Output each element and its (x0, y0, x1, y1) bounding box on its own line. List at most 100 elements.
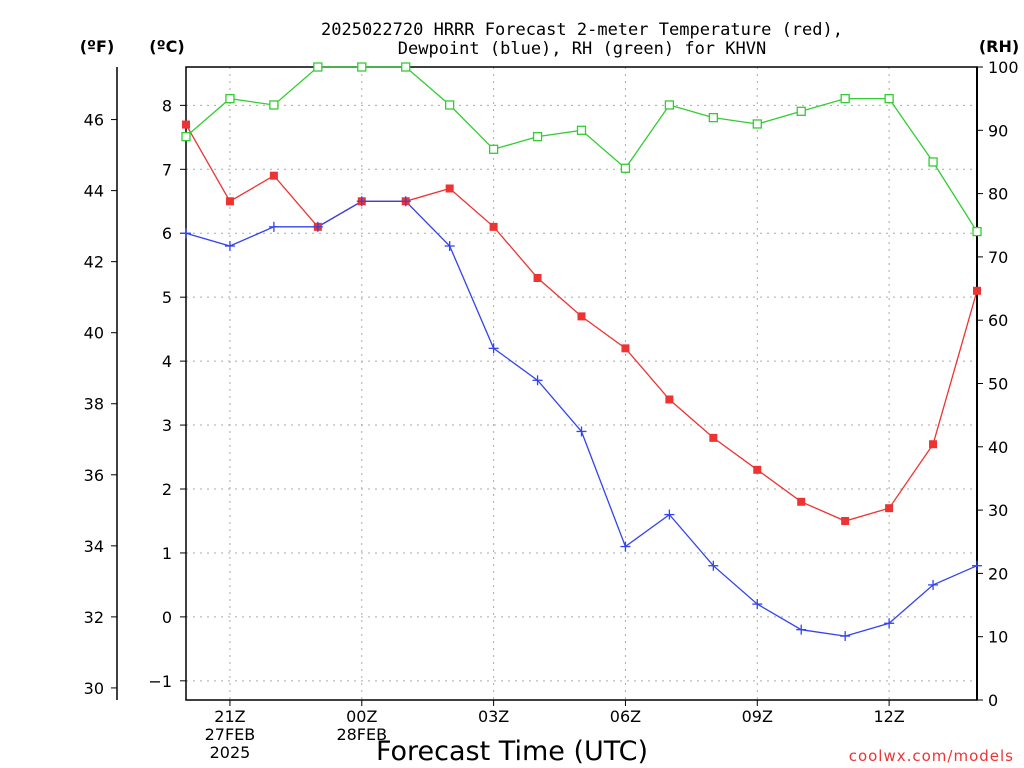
chart-title-line2: Dewpoint (blue), RH (green) for KHVN (398, 39, 766, 59)
rh-tick-label: 20 (988, 564, 1008, 583)
rh-marker (445, 100, 455, 110)
temperature-marker (489, 222, 498, 231)
fahrenheit-tick-label: 30 (84, 679, 104, 698)
temperature-line (185, 124, 978, 522)
celsius-unit-label: (ºC) (149, 37, 184, 56)
rh-marker (181, 131, 191, 142)
credit-link[interactable]: coolwx.com/models (849, 747, 1014, 765)
fahrenheit-tick-label: 44 (84, 182, 104, 201)
dewpoint-marker (400, 196, 411, 207)
temperature-marker (753, 465, 762, 474)
dewpoint-marker (532, 375, 543, 386)
rh-marker (972, 226, 982, 237)
rh-marker (620, 163, 631, 173)
dewpoint-marker (576, 426, 587, 437)
rh-tick-label: 30 (988, 501, 1008, 520)
temperature-marker (533, 274, 542, 282)
temperature-marker (269, 171, 278, 180)
dewpoint-marker (356, 196, 367, 207)
rh-tick-label: 10 (988, 628, 1008, 647)
fahrenheit-tick-label: 36 (84, 466, 104, 485)
time-tick-label: 09Z (742, 707, 773, 726)
rh-tick-labels: 0 10 20 30 40 50 60 70 80 90 100 (988, 58, 1019, 710)
fahrenheit-tick-label: 34 (84, 537, 104, 556)
rh-tick-label: 100 (988, 58, 1019, 77)
fahrenheit-tick-label: 38 (84, 395, 104, 414)
celsius-tick-label: 1 (162, 544, 172, 563)
axis-ticks (111, 66, 983, 706)
chart-title-line1: 2025022720 HRRR Forecast 2-meter Tempera… (321, 20, 843, 40)
fahrenheit-tick-labels: 30 32 34 36 38 40 42 44 46 (84, 111, 104, 698)
dewpoint-marker (796, 624, 807, 635)
temperature-marker (665, 395, 674, 404)
temperature-marker (621, 344, 630, 353)
rh-marker (488, 144, 499, 154)
temperature-marker (445, 184, 454, 193)
dewpoint-marker (224, 241, 235, 252)
dewpoint-marker (664, 509, 675, 520)
celsius-tick-label: 7 (162, 160, 172, 179)
dewpoint-marker (972, 560, 982, 571)
rh-tick-label: 60 (988, 311, 1008, 330)
rh-tick-label: 0 (988, 691, 998, 710)
dewpoint-marker (312, 221, 323, 232)
temperature-marker (225, 197, 234, 206)
rh-marker (269, 100, 279, 110)
time-tick-label: 03Z (478, 707, 509, 726)
temperature-marker (709, 433, 718, 442)
rh-marker (225, 94, 235, 104)
temperature-marker (885, 504, 894, 513)
dewpoint-marker (884, 618, 895, 629)
rh-tick-label: 50 (988, 375, 1008, 394)
rh-tick-label: 90 (988, 121, 1008, 140)
celsius-tick-label: 0 (162, 608, 172, 627)
rh-tick-label: 70 (988, 248, 1008, 267)
dewpoint-marker (268, 221, 279, 232)
fahrenheit-tick-label: 42 (84, 253, 104, 272)
celsius-tick-label: 6 (162, 224, 172, 243)
temperature-marker (929, 440, 938, 449)
celsius-tick-label: 5 (162, 288, 172, 307)
rh-marker (928, 157, 938, 167)
dewpoint-marker (620, 541, 631, 552)
rh-marker (401, 62, 411, 72)
fahrenheit-tick-label: 40 (84, 324, 104, 343)
dewpoint-marker (752, 599, 763, 610)
time-tick-label: 27FEB (205, 725, 256, 744)
rh-marker (532, 131, 543, 142)
series-lines (185, 66, 978, 637)
plot-frame (185, 66, 978, 701)
celsius-tick-label: 4 (162, 352, 172, 371)
celsius-tick-label: 2 (162, 480, 172, 499)
rh-marker (796, 106, 806, 116)
series-markers (181, 62, 982, 642)
dewpoint-marker (488, 343, 499, 354)
rh-marker (313, 62, 323, 72)
celsius-tick-labels: −1 0 1 2 3 4 5 6 7 8 (148, 96, 172, 690)
celsius-tick-label: −1 (148, 672, 172, 691)
time-tick-label: 21Z (214, 707, 245, 726)
dewpoint-line (185, 200, 978, 637)
rh-marker (884, 94, 894, 104)
time-tick-label: 2025 (210, 743, 251, 762)
time-tick-label: 28FEB (336, 725, 387, 744)
fahrenheit-tick-label: 32 (84, 608, 104, 627)
dewpoint-marker (181, 228, 191, 239)
temperature-marker (841, 516, 850, 525)
rh-marker (708, 112, 718, 123)
dewpoint-marker (840, 631, 851, 642)
fahrenheit-unit-label: (ºF) (80, 37, 115, 56)
celsius-tick-label: 8 (162, 96, 172, 115)
time-tick-label: 00Z (346, 707, 377, 726)
rh-unit-label: (RH) (979, 37, 1019, 56)
temperature-marker (973, 286, 981, 295)
grid (186, 67, 977, 700)
dewpoint-marker (708, 560, 719, 571)
rh-line (185, 66, 978, 232)
dewpoint-marker (444, 241, 455, 252)
rh-tick-label: 80 (988, 185, 1008, 204)
temperature-marker (182, 120, 190, 129)
rh-marker (576, 125, 587, 135)
